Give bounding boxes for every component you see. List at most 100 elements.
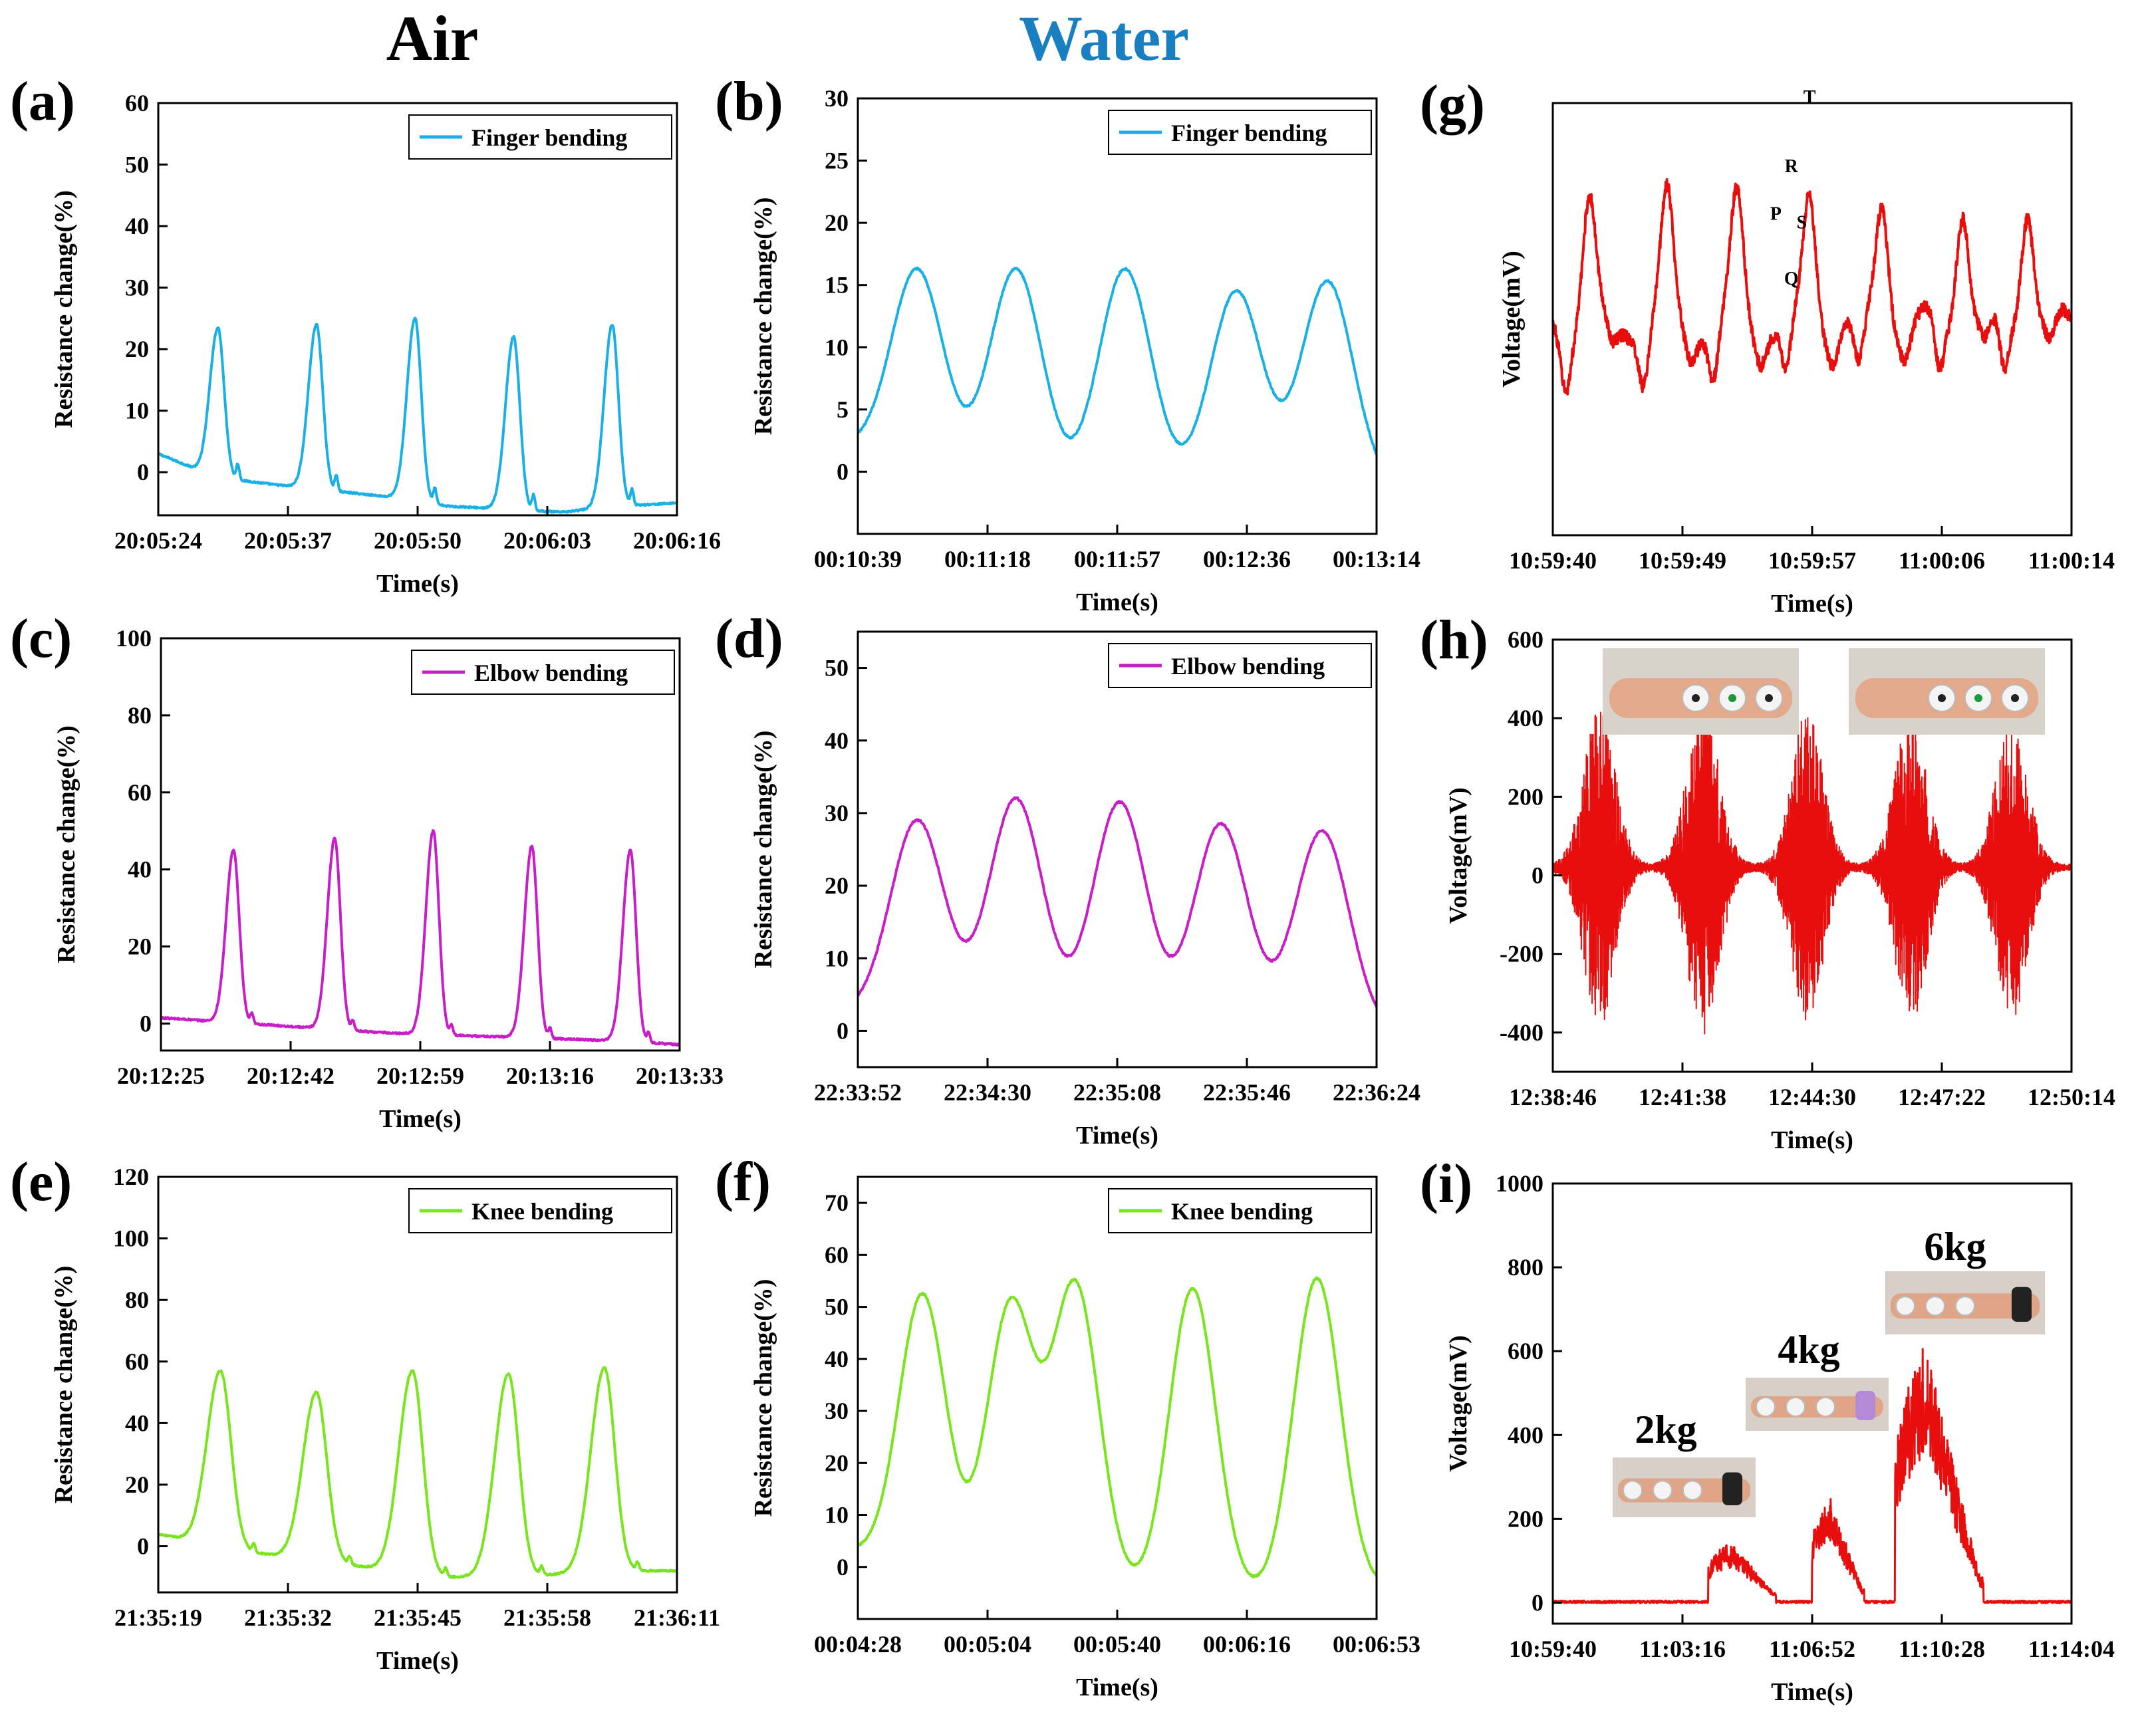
x-axis-label-e: Time(s): [376, 1647, 459, 1675]
y-tick-label: 10: [825, 1502, 849, 1529]
weight-label-4kg: 4kg: [1778, 1328, 1839, 1372]
y-axis-label-i: Voltage(mV): [1444, 1335, 1472, 1471]
y-tick-label: 20: [825, 1449, 849, 1476]
y-tick-label: 100: [116, 625, 152, 652]
legend-b: Finger bending: [1108, 110, 1372, 155]
ecg-wave-label-r: R: [1785, 156, 1799, 177]
legend-e: Knee bending: [408, 1188, 672, 1233]
electrode-pad: [1682, 1480, 1702, 1501]
ecg-wave-label-t: T: [1804, 87, 1816, 108]
load-photo-2: [1746, 1378, 1889, 1431]
load-photo-1: [1613, 1457, 1756, 1517]
ecg-wave-label-q: Q: [1784, 269, 1799, 289]
data-line-b: [857, 266, 1378, 455]
y-tick-label: 40: [825, 727, 849, 754]
arm-photo-1: [1603, 648, 1799, 735]
y-axis-label-f: Resistance change(%): [749, 1279, 777, 1517]
y-tick-label: 120: [113, 1164, 149, 1190]
y-tick-label: 0: [1532, 1589, 1543, 1616]
y-tick-label: 40: [125, 213, 149, 239]
x-tick-label: 20:06:03: [503, 527, 591, 554]
electrode-pad: [1955, 1296, 1975, 1316]
electrode-pad: [1815, 1397, 1835, 1417]
x-tick-label: 12:38:46: [1509, 1084, 1597, 1110]
y-axis-label-g: Voltage(mV): [1498, 251, 1526, 387]
x-tick-label: 10:59:40: [1509, 1636, 1597, 1662]
legend-label: Finger bending: [471, 124, 627, 151]
legend-label: Knee bending: [471, 1198, 613, 1225]
panel-label-i: (i): [1420, 1153, 1472, 1215]
data-line-f: [857, 1276, 1378, 1578]
electrode-snap: [1974, 694, 1982, 702]
x-tick-label: 20:12:42: [247, 1062, 334, 1089]
x-tick-label: 11:00:06: [1899, 547, 1985, 574]
y-tick-label: 40: [128, 856, 152, 883]
electrode-snap: [2011, 694, 2019, 702]
weight-label-2kg: 2kg: [1635, 1408, 1696, 1451]
y-tick-label: 0: [140, 1010, 152, 1037]
y-tick-label: 80: [128, 702, 152, 729]
panel-d: (d) 0 10 20 30 40 50 22:33:52 22:34:30 22:35:08 22…: [715, 608, 1420, 1150]
panel-e: (e) 0 20 40 60 80 100 120 21:35:19 21:35:32 21:35:…: [10, 1151, 720, 1675]
x-tick-label: 10:59:40: [1509, 547, 1597, 574]
panel-label-e: (e): [10, 1151, 72, 1213]
y-tick-label: 50: [825, 1294, 849, 1320]
x-tick-label: 21:35:19: [114, 1604, 202, 1631]
x-tick-label: 21:36:11: [634, 1604, 720, 1631]
electrode-pad: [1895, 1296, 1915, 1316]
y-axis-label-d: Resistance change(%): [749, 731, 777, 969]
data-line-i: [1551, 1348, 2072, 1604]
panel-label-b: (b): [715, 70, 783, 132]
y-tick-label: 400: [1508, 705, 1543, 731]
y-tick-label: 0: [837, 458, 849, 485]
electrode-snap: [1938, 694, 1946, 702]
x-tick-label: 10:59:57: [1768, 547, 1856, 574]
y-tick-label: 20: [125, 1471, 149, 1498]
panel-i: (i) 0 200 400 600 800 1000 10:59:40 11:03:16 11:0…: [1420, 1153, 2115, 1706]
legend-f: Knee bending: [1108, 1188, 1372, 1233]
x-tick-label: 21:35:58: [503, 1604, 591, 1631]
dumbbell-icon: [1722, 1472, 1742, 1505]
x-axis-label-b: Time(s): [1076, 588, 1158, 616]
y-tick-label: 70: [825, 1189, 849, 1216]
x-tick-label: 11:03:16: [1639, 1636, 1726, 1662]
x-tick-label: 20:05:37: [244, 527, 332, 554]
y-tick-label: 25: [825, 148, 849, 174]
y-tick-label: -200: [1500, 941, 1543, 967]
x-axis-label-c: Time(s): [379, 1105, 462, 1133]
x-axis-label-i: Time(s): [1771, 1678, 1853, 1706]
legend-label: Elbow bending: [474, 660, 628, 686]
y-tick-label: 600: [1508, 626, 1543, 653]
x-tick-label: 00:12:36: [1203, 546, 1291, 572]
y-tick-label: 20: [825, 872, 849, 899]
y-tick-label: 30: [825, 85, 849, 112]
electrode-pad: [1653, 1480, 1672, 1501]
x-axis-label-h: Time(s): [1771, 1126, 1853, 1154]
data-line-g: [1551, 178, 2073, 396]
x-tick-label: 12:44:30: [1768, 1084, 1856, 1110]
x-tick-label: 00:06:16: [1203, 1631, 1291, 1658]
y-axis-label-a: Resistance change(%): [50, 190, 78, 428]
y-tick-label: 80: [125, 1287, 149, 1313]
y-tick-label: 0: [837, 1554, 849, 1580]
electrode-pad: [1623, 1480, 1643, 1501]
y-tick-label: 10: [825, 334, 849, 360]
y-tick-label: 400: [1508, 1422, 1543, 1448]
y-tick-label: 600: [1508, 1338, 1543, 1364]
panel-label-a: (a): [10, 70, 75, 132]
y-tick-label: 200: [1508, 1505, 1543, 1532]
x-tick-label: 10:59:49: [1639, 547, 1726, 574]
panel-label-g: (g): [1420, 74, 1485, 136]
x-tick-label: 12:41:38: [1639, 1084, 1726, 1110]
dumbbell-icon: [1855, 1391, 1875, 1420]
x-tick-label: 22:33:52: [814, 1079, 902, 1106]
y-tick-label: 15: [825, 272, 849, 299]
legend-label: Finger bending: [1171, 120, 1327, 146]
x-tick-label: 00:06:53: [1333, 1631, 1420, 1658]
y-tick-label: 30: [825, 800, 849, 826]
legend-label: Knee bending: [1171, 1198, 1313, 1225]
y-tick-label: 10: [125, 398, 149, 424]
x-tick-label: 22:35:08: [1073, 1079, 1161, 1106]
ecg-wave-label-s: S: [1797, 213, 1807, 233]
